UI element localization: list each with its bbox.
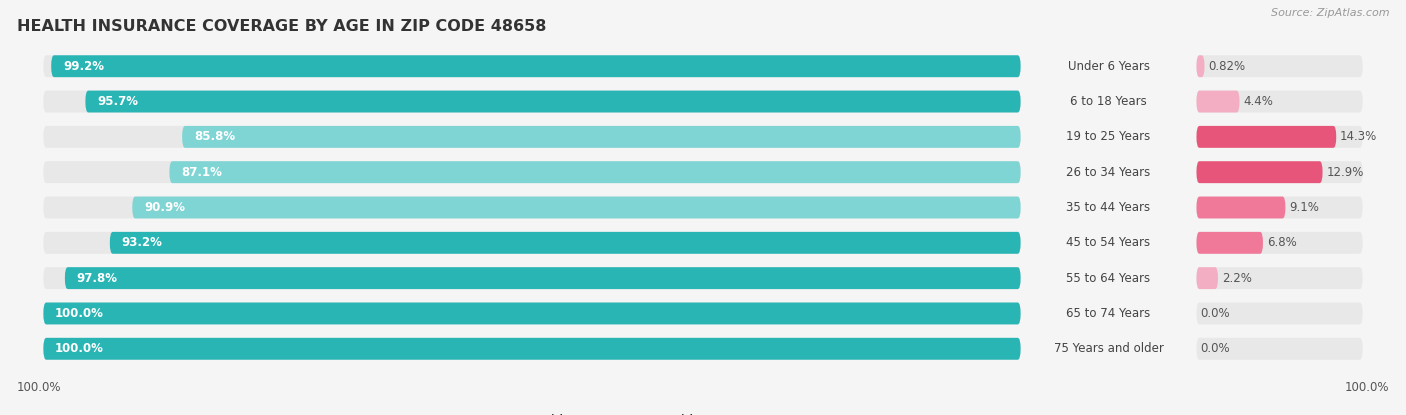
Text: 75 Years and older: 75 Years and older (1053, 342, 1164, 355)
FancyBboxPatch shape (44, 197, 1021, 218)
FancyBboxPatch shape (1197, 126, 1336, 148)
FancyBboxPatch shape (183, 126, 1021, 148)
Text: 19 to 25 Years: 19 to 25 Years (1066, 130, 1150, 143)
FancyBboxPatch shape (1197, 161, 1323, 183)
FancyBboxPatch shape (44, 55, 1021, 77)
FancyBboxPatch shape (1197, 197, 1362, 218)
FancyBboxPatch shape (110, 232, 1021, 254)
FancyBboxPatch shape (44, 338, 1021, 360)
FancyBboxPatch shape (1197, 232, 1263, 254)
Text: 55 to 64 Years: 55 to 64 Years (1067, 272, 1150, 285)
Text: 87.1%: 87.1% (181, 166, 222, 179)
FancyBboxPatch shape (44, 126, 1021, 148)
FancyBboxPatch shape (132, 197, 1021, 218)
Text: 99.2%: 99.2% (63, 60, 104, 73)
Text: Source: ZipAtlas.com: Source: ZipAtlas.com (1271, 8, 1389, 18)
Text: 100.0%: 100.0% (17, 381, 62, 394)
Text: 26 to 34 Years: 26 to 34 Years (1066, 166, 1150, 179)
Text: 6.8%: 6.8% (1267, 236, 1296, 249)
FancyBboxPatch shape (1197, 267, 1362, 289)
Text: 12.9%: 12.9% (1326, 166, 1364, 179)
FancyBboxPatch shape (44, 90, 1021, 112)
Text: 4.4%: 4.4% (1243, 95, 1274, 108)
Text: 9.1%: 9.1% (1289, 201, 1319, 214)
FancyBboxPatch shape (86, 90, 1021, 112)
FancyBboxPatch shape (44, 303, 1021, 325)
FancyBboxPatch shape (1197, 90, 1362, 112)
FancyBboxPatch shape (1197, 303, 1362, 325)
Text: 14.3%: 14.3% (1340, 130, 1378, 143)
Text: 0.0%: 0.0% (1201, 342, 1230, 355)
FancyBboxPatch shape (1197, 55, 1205, 77)
Text: 100.0%: 100.0% (55, 342, 104, 355)
FancyBboxPatch shape (1197, 338, 1362, 360)
Text: HEALTH INSURANCE COVERAGE BY AGE IN ZIP CODE 48658: HEALTH INSURANCE COVERAGE BY AGE IN ZIP … (17, 19, 547, 34)
FancyBboxPatch shape (44, 232, 1021, 254)
FancyBboxPatch shape (170, 161, 1021, 183)
FancyBboxPatch shape (1197, 126, 1362, 148)
FancyBboxPatch shape (1197, 197, 1285, 218)
Text: 93.2%: 93.2% (121, 236, 163, 249)
Text: 6 to 18 Years: 6 to 18 Years (1070, 95, 1147, 108)
FancyBboxPatch shape (44, 303, 1021, 325)
Text: 35 to 44 Years: 35 to 44 Years (1067, 201, 1150, 214)
Legend: With Coverage, Without Coverage: With Coverage, Without Coverage (515, 414, 782, 415)
FancyBboxPatch shape (65, 267, 1021, 289)
FancyBboxPatch shape (51, 55, 1021, 77)
Text: 97.8%: 97.8% (76, 272, 118, 285)
FancyBboxPatch shape (44, 161, 1021, 183)
FancyBboxPatch shape (1197, 90, 1240, 112)
FancyBboxPatch shape (1197, 55, 1362, 77)
Text: 0.0%: 0.0% (1201, 307, 1230, 320)
Text: 90.9%: 90.9% (143, 201, 186, 214)
Text: Under 6 Years: Under 6 Years (1067, 60, 1150, 73)
FancyBboxPatch shape (44, 338, 1021, 360)
Text: 0.82%: 0.82% (1208, 60, 1246, 73)
Text: 45 to 54 Years: 45 to 54 Years (1067, 236, 1150, 249)
FancyBboxPatch shape (1197, 232, 1362, 254)
FancyBboxPatch shape (1197, 267, 1218, 289)
Text: 100.0%: 100.0% (55, 307, 104, 320)
Text: 2.2%: 2.2% (1222, 272, 1251, 285)
FancyBboxPatch shape (44, 267, 1021, 289)
Text: 65 to 74 Years: 65 to 74 Years (1066, 307, 1150, 320)
Text: 85.8%: 85.8% (194, 130, 235, 143)
Text: 95.7%: 95.7% (97, 95, 138, 108)
FancyBboxPatch shape (1197, 161, 1362, 183)
Text: 100.0%: 100.0% (1344, 381, 1389, 394)
